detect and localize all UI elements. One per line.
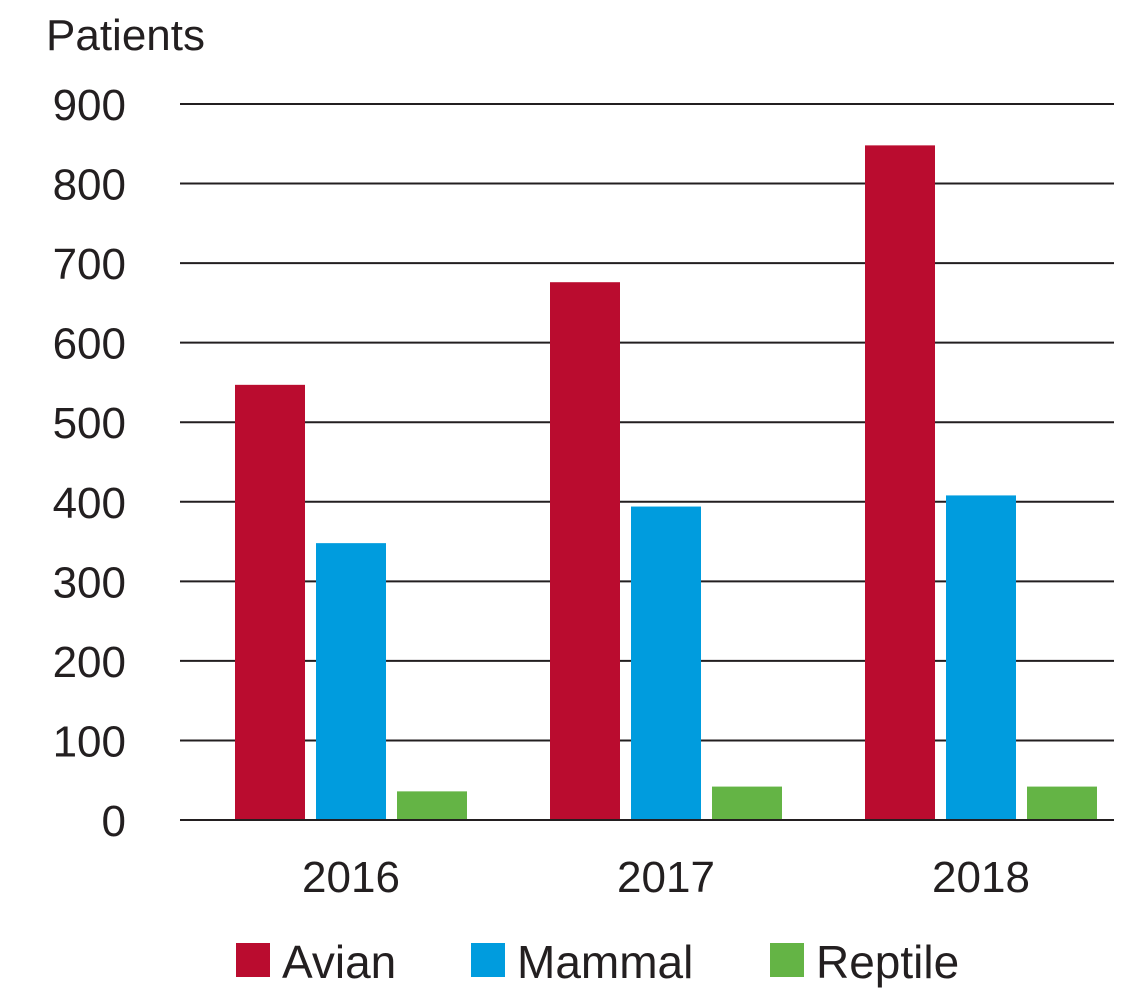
bar-reptile-2016 [397, 791, 467, 820]
legend-label-avian: Avian [282, 936, 396, 988]
legend-swatch-avian [236, 943, 270, 977]
y-axis-ticks: 0 100 200 300 400 500 600 700 800 900 [53, 81, 126, 846]
bar-mammal-2018 [946, 495, 1016, 820]
y-tick-label: 400 [53, 479, 126, 528]
bars [235, 145, 1097, 820]
y-axis-label: Patients [46, 11, 205, 60]
legend-swatch-reptile [770, 943, 804, 977]
y-tick-label: 200 [53, 638, 126, 687]
y-tick-label: 900 [53, 81, 126, 130]
legend-label-reptile: Reptile [816, 936, 959, 988]
legend-label-mammal: Mammal [517, 936, 693, 988]
y-tick-label: 600 [53, 320, 126, 369]
y-tick-label: 0 [102, 797, 126, 846]
bar-reptile-2017 [712, 786, 782, 820]
x-tick-label: 2016 [302, 853, 400, 902]
legend: Avian Mammal Reptile [236, 936, 959, 988]
x-axis-ticks: 2016 2017 2018 [302, 853, 1030, 902]
y-tick-label: 500 [53, 399, 126, 448]
x-tick-label: 2017 [617, 853, 715, 902]
y-tick-label: 800 [53, 161, 126, 210]
bar-mammal-2016 [316, 543, 386, 820]
y-tick-label: 300 [53, 558, 126, 607]
bar-mammal-2017 [631, 506, 701, 820]
legend-swatch-mammal [471, 943, 505, 977]
x-tick-label: 2018 [932, 853, 1030, 902]
y-tick-label: 700 [53, 240, 126, 289]
bar-avian-2018 [865, 145, 935, 820]
bar-reptile-2018 [1027, 786, 1097, 820]
y-tick-label: 100 [53, 717, 126, 766]
bar-avian-2016 [235, 384, 305, 820]
bar-avian-2017 [550, 282, 620, 820]
